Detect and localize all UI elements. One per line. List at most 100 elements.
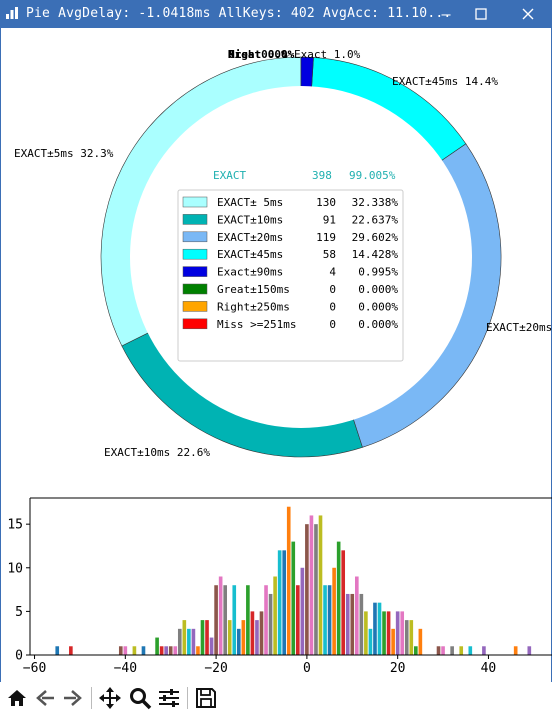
legend-entry-name: Exact±90ms [217,266,283,279]
window-title: Pie AvgDelay: -1.0418ms AllKeys: 402 Avg… [26,6,452,21]
pie-legend: EXACT± 5ms 130 32.338% EXACT±10ms 91 22.637% E… [177,189,404,362]
home-icon[interactable] [4,685,30,711]
legend-entry-percent: 14.428% [352,248,399,261]
legend-swatch [182,283,208,295]
legend-swatch [182,318,208,330]
histogram-bar [255,620,259,655]
histogram-axes: −60 −40 −20 0 20 40 0 5 10 15 [7,497,552,676]
legend-entry-name: EXACT± 5ms [217,196,283,209]
x-tick-label: −40 [114,661,137,676]
histogram-bar [173,646,178,655]
legend-entry-name: EXACT±45ms [217,248,283,261]
histogram-bar [527,646,532,655]
y-tick-label: 0 [15,649,23,664]
histogram-bar [350,593,355,655]
histogram-bar [123,646,128,655]
histogram-bar [218,576,223,655]
close-icon[interactable] [518,4,538,24]
pie-labels: EXACT±5ms 32.3% EXACT±10ms 22.6% EXACT±20m… [14,48,552,459]
navigation-toolbar [0,682,552,714]
histogram-bar [391,628,395,655]
x-tick-label: 20 [390,661,406,676]
histogram-bar [400,611,405,655]
legend-entry-percent: 0.000% [358,283,398,296]
histogram-bar [482,646,486,655]
histogram-bar [282,550,287,655]
histogram-bar [309,515,314,655]
histogram-bar [377,602,382,655]
histogram-bar [404,620,409,655]
histogram-bar [336,541,341,655]
legend-box [177,189,404,362]
histogram-bar [159,646,164,655]
histogram-bar [191,628,196,655]
histogram-bar [295,585,300,655]
histogram-bar [373,602,377,655]
legend-entry-count: 119 [316,231,336,244]
pie-slice-label: Miss 0.0% [228,48,288,61]
pie-slice-label: Great 0.0% [228,48,295,61]
legend-entry-count: 58 [323,248,336,261]
histogram-bar [69,646,73,655]
histogram-bar [205,620,209,655]
histogram-bar [513,646,518,655]
legend-entry-count: 130 [316,196,336,209]
histogram-bar [318,515,323,655]
histogram-bar [459,646,464,655]
forward-icon[interactable] [60,685,86,711]
histogram-bar [409,620,414,655]
histogram-bar [359,593,364,655]
legend-entry-percent: 22.637% [352,213,399,226]
pie-slice-label: Right 0.0% [228,48,295,61]
configure-icon[interactable] [156,685,182,711]
histogram-bar [418,628,423,655]
histogram-bar [200,620,205,655]
histogram-bar [323,585,327,655]
histogram-bar [386,611,391,655]
histogram-bar [223,585,227,655]
legend-entry-name: EXACT±10ms [217,213,283,226]
back-icon[interactable] [32,685,58,711]
histogram-bar [341,550,346,655]
histogram-bar [286,506,291,655]
histogram-bar [305,524,309,655]
toolbar-separator [91,687,92,709]
legend-entry-percent: 0.000% [358,300,398,313]
histogram-bar [236,628,241,655]
minimize-icon[interactable]: — [441,5,451,23]
histogram-bar [268,593,273,655]
histogram-bar [441,646,445,655]
pie-slice-label: EXACT±5ms 32.3% [14,147,114,160]
pan-icon[interactable] [97,685,123,711]
save-icon[interactable] [193,685,219,711]
maximize-icon[interactable] [471,4,491,24]
histogram-bar [182,620,187,655]
histogram-bar [227,620,232,655]
histogram-bars [55,506,532,655]
histogram-bar [196,646,200,655]
histogram-bar [164,646,168,655]
delay-histogram: −60 −40 −20 0 20 40 0 5 10 15 [7,497,552,676]
x-tick-label: 40 [481,661,497,676]
legend-entry-name: Miss >=251ms [217,318,296,331]
histogram-bar [264,585,268,655]
histogram-bar [368,628,373,655]
zoom-icon[interactable] [127,685,153,711]
histogram-bar [382,611,386,655]
histogram-bar [277,550,282,655]
histogram-bar [232,585,237,655]
histogram-bar [332,567,336,655]
histogram-bar [468,646,473,655]
histogram-bar [209,637,214,655]
histogram-bar [291,541,296,655]
histogram-bar [246,585,250,655]
legend-entry-count: 0 [329,283,336,296]
histogram-bar [168,646,173,655]
summary-name: EXACT [213,169,246,182]
legend-entry-count: 0 [329,300,336,313]
legend-entry-percent: 0.995% [358,266,398,279]
legend-entry-percent: 32.338% [352,196,399,209]
pie-slice-label: EXACT±10ms 22.6% [104,446,210,459]
histogram-bar [300,567,305,655]
legend-entry-name: Right±250ms [217,300,290,313]
